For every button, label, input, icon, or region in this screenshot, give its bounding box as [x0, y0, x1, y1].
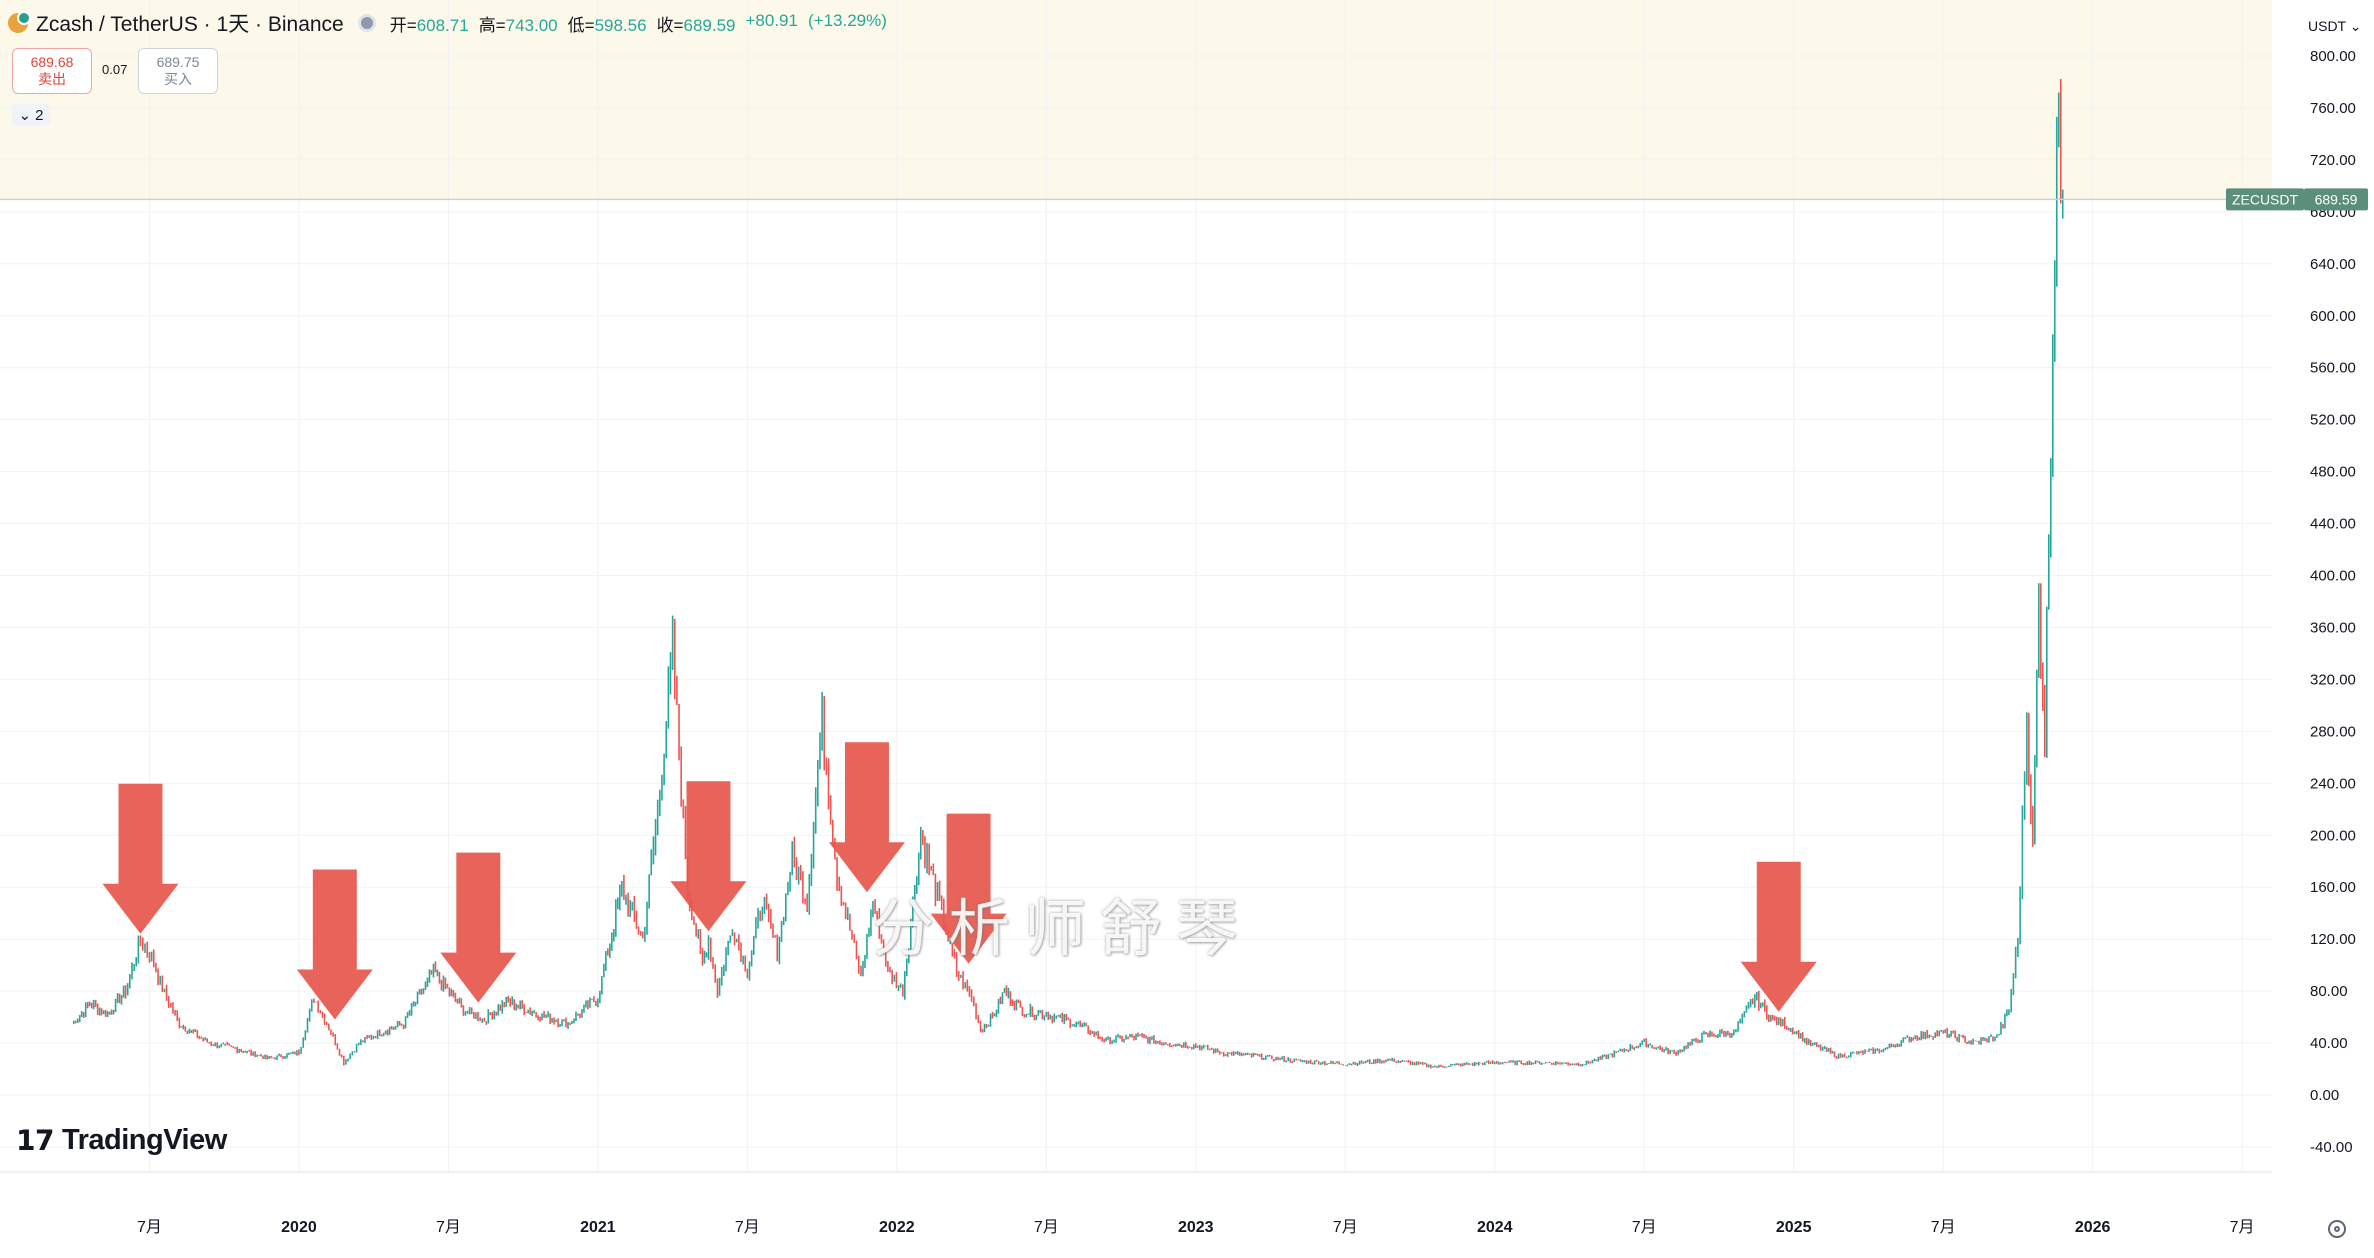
y-tick-label: 80.00: [2310, 983, 2348, 1000]
high-label: 高=: [478, 15, 506, 35]
y-tick-label: 200.00: [2310, 827, 2356, 844]
chevron-down-icon: ⌄: [2349, 18, 2362, 34]
symbol-tag: [2226, 188, 2304, 211]
x-tick-label: 7月: [1034, 1219, 1059, 1236]
zcash-logo-icon: [8, 11, 31, 33]
x-tick-label: 7月: [137, 1219, 162, 1236]
buy-price: 689.75: [156, 54, 200, 70]
down-arrow-icon: [102, 783, 179, 934]
last-price-value: 689.59: [2315, 191, 2358, 207]
y-tick-label: 120.00: [2310, 931, 2356, 948]
price-series: [72, 79, 2064, 1069]
indicators-toggle-button[interactable]: ⌄ 2: [12, 104, 50, 126]
change-percent: (+13.29%): [807, 10, 887, 30]
annotation-arrows: [102, 742, 1817, 1020]
close-value: 689.59: [683, 15, 736, 35]
change-value: +80.91: [745, 10, 798, 30]
symbol-header: Zcash / TetherUS · 1天 · Binance 开=608.71…: [8, 8, 887, 38]
y-tick-label: 640.00: [2310, 256, 2356, 273]
price-tag: [2304, 188, 2368, 211]
x-tick-label: 7月: [1931, 1219, 1956, 1236]
down-arrow-icon: [440, 852, 517, 1003]
symbol-title[interactable]: Zcash / TetherUS · 1天 · Binance: [36, 13, 344, 36]
y-tick-label: 440.00: [2310, 516, 2356, 533]
low-label: 低=: [567, 15, 595, 35]
y-tick-label: 520.00: [2310, 412, 2356, 429]
last-price-label: ZECUSDT 689.59: [2226, 188, 2368, 211]
buy-label: 买入: [164, 71, 192, 87]
ohlc-values: 开=608.71 高=743.00 低=598.56 收=689.59 +80.…: [390, 11, 887, 36]
low-value: 598.56: [594, 15, 647, 35]
y-tick-label: 280.00: [2310, 723, 2356, 740]
currency-label: USDT: [2308, 18, 2346, 34]
y-tick-label: 240.00: [2310, 775, 2356, 792]
x-tick-label: 7月: [1632, 1219, 1657, 1236]
buy-button[interactable]: 689.75 买入: [138, 48, 218, 94]
y-tick-label: 160.00: [2310, 879, 2356, 896]
open-label: 开=: [389, 15, 417, 35]
indicators-count: 2: [35, 106, 44, 124]
down-arrow-icon: [1740, 861, 1817, 1012]
y-tick-label: 360.00: [2310, 619, 2356, 636]
currency-selector[interactable]: USDT ⌄: [2308, 18, 2361, 35]
sell-price: 689.68: [30, 54, 74, 70]
x-tick-label: 7月: [436, 1219, 461, 1236]
down-arrow-icon: [828, 742, 905, 893]
sell-label: 卖出: [38, 71, 66, 87]
down-arrow-icon: [296, 869, 373, 1020]
grid-lines: [0, 0, 2272, 1172]
x-tick-label: 7月: [2230, 1219, 2255, 1236]
x-tick-label: 2025: [1776, 1219, 1812, 1236]
close-label: 收=: [656, 15, 684, 35]
y-tick-label: 560.00: [2310, 360, 2356, 377]
high-value: 743.00: [505, 15, 558, 35]
tradingview-logo[interactable]: 𝟭𝟳 TradingView: [16, 1124, 227, 1157]
tradingview-brand: TradingView: [61, 1124, 227, 1156]
price-axis: 800.00760.00720.00680.00640.00600.00560.…: [2310, 48, 2356, 1156]
y-tick-label: 0.00: [2310, 1087, 2339, 1104]
y-tick-label: 760.00: [2310, 100, 2356, 117]
y-tick-label: 400.00: [2310, 568, 2356, 585]
x-tick-label: 2026: [2075, 1219, 2111, 1236]
y-tick-label: 600.00: [2310, 308, 2356, 325]
spread-value: 0.07: [102, 62, 128, 77]
x-tick-label: 2023: [1178, 1219, 1214, 1236]
y-tick-label: 320.00: [2310, 671, 2356, 688]
price-range-highlight: [0, 0, 2272, 200]
x-tick-label: 7月: [735, 1219, 760, 1236]
x-tick-label: 2021: [580, 1219, 616, 1236]
down-arrow-icon: [930, 813, 1007, 964]
y-tick-label: 800.00: [2310, 48, 2356, 65]
time-axis: 7月 2020 7月 2021 7月 2022 7月 2023 7月 2024 7月 2025 7月 20…: [0, 1171, 2272, 1236]
last-price-symbol: ZECUSDT: [2232, 191, 2299, 207]
x-tick-label: 2020: [281, 1219, 317, 1236]
y-tick-label: 40.00: [2310, 1035, 2348, 1052]
y-tick-label: 720.00: [2310, 152, 2356, 169]
gear-icon[interactable]: [2328, 1220, 2346, 1238]
x-tick-label: 2024: [1477, 1219, 1513, 1236]
watermark-text: 分析师舒琴: [872, 892, 1253, 965]
tradingview-mark-icon: 𝟭𝟳: [16, 1125, 54, 1156]
sell-button[interactable]: 689.68 卖出: [12, 48, 92, 94]
y-tick-label: 480.00: [2310, 464, 2356, 481]
x-tick-label: 2022: [879, 1219, 915, 1236]
chevron-down-icon: ⌄: [18, 107, 32, 124]
open-value: 608.71: [416, 15, 469, 35]
y-tick-label: -40.00: [2310, 1139, 2353, 1156]
market-status-icon[interactable]: [357, 14, 376, 32]
x-tick-label: 7月: [1333, 1219, 1358, 1236]
